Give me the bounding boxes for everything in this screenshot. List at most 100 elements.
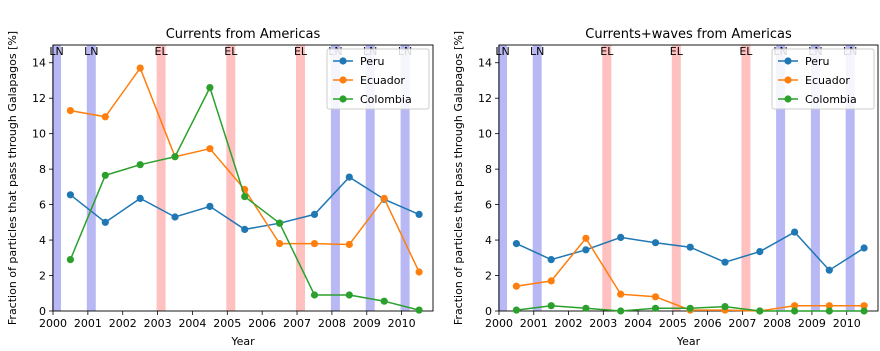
x-tick-label: 2003 <box>589 317 617 330</box>
y-tick-label: 2 <box>39 270 46 283</box>
data-point-colombia <box>415 306 423 314</box>
event-band-ln <box>400 45 410 311</box>
x-axis-label: Year <box>230 335 255 348</box>
event-band-ln <box>86 45 96 311</box>
data-point-peru <box>101 218 109 226</box>
legend-label-ecuador: Ecuador <box>805 74 850 87</box>
event-label-el: EL <box>739 45 753 58</box>
chart-panel-currents-waves: LNLNELELELLNLNLN200020012002200320042005… <box>452 27 879 348</box>
data-point-ecuador <box>547 277 555 285</box>
data-point-peru <box>547 256 555 264</box>
event-label-ln: LN <box>84 45 98 58</box>
data-point-peru <box>756 248 764 256</box>
legend-marker-ecuador <box>784 76 792 84</box>
x-axis-label: Year <box>676 335 701 348</box>
data-point-ecuador <box>206 145 214 153</box>
y-tick-label: 10 <box>32 128 46 141</box>
data-point-colombia <box>345 291 353 299</box>
event-label-el: EL <box>224 45 238 58</box>
y-tick-label: 8 <box>485 163 492 176</box>
event-band-ln <box>845 45 855 311</box>
data-point-colombia <box>791 307 799 315</box>
data-point-peru <box>136 194 144 202</box>
event-band-ln <box>52 45 61 311</box>
data-point-peru <box>241 225 249 233</box>
event-label-el: EL <box>155 45 169 58</box>
data-point-colombia <box>582 304 590 312</box>
data-point-peru <box>206 202 214 210</box>
data-point-colombia <box>276 219 284 227</box>
data-point-ecuador <box>582 234 590 242</box>
x-tick-label: 2007 <box>283 317 311 330</box>
x-tick-label: 2005 <box>213 317 241 330</box>
data-point-ecuador <box>791 302 799 310</box>
data-point-peru <box>617 233 625 241</box>
data-point-colombia <box>686 304 694 312</box>
x-tick-label: 2009 <box>353 317 381 330</box>
data-point-colombia <box>721 303 729 311</box>
data-point-ecuador <box>101 113 109 121</box>
y-tick-label: 12 <box>478 92 492 105</box>
data-point-colombia <box>171 153 179 161</box>
chart-panel-currents: LNLNELELELLNLNLN200020012002200320042005… <box>6 27 434 348</box>
y-tick-label: 6 <box>485 199 492 212</box>
event-band-ln <box>810 45 820 311</box>
x-tick-label: 2001 <box>74 317 102 330</box>
y-tick-label: 4 <box>39 234 46 247</box>
y-tick-label: 8 <box>39 163 46 176</box>
x-tick-label: 2010 <box>388 317 416 330</box>
legend-marker-colombia <box>339 95 347 103</box>
y-tick-label: 10 <box>478 128 492 141</box>
legend-label-peru: Peru <box>360 55 385 68</box>
legend-box <box>326 48 430 110</box>
data-point-peru <box>825 266 833 274</box>
data-point-ecuador <box>345 240 353 249</box>
y-tick-label: 14 <box>478 57 492 70</box>
x-tick-label: 2008 <box>763 317 791 330</box>
event-label-ln: LN <box>49 45 63 58</box>
x-tick-label: 2006 <box>248 317 276 330</box>
data-point-colombia <box>651 304 660 312</box>
x-tick-label: 2003 <box>144 317 172 330</box>
legend-marker-ecuador <box>339 76 347 84</box>
legend-label-colombia: Colombia <box>805 93 857 106</box>
data-point-ecuador <box>380 194 388 202</box>
data-point-ecuador <box>310 240 319 248</box>
y-tick-label: 12 <box>32 92 46 105</box>
plot-frame <box>52 44 434 312</box>
data-point-peru <box>171 213 179 221</box>
chart-title: Currents from Americas <box>166 27 321 42</box>
event-label-el: EL <box>670 45 684 58</box>
data-point-colombia <box>617 307 625 315</box>
data-point-colombia <box>380 297 388 305</box>
data-point-ecuador <box>66 107 74 115</box>
event-band-el <box>671 45 681 311</box>
x-tick-label: 2007 <box>728 317 756 330</box>
x-tick-label: 2008 <box>318 317 346 330</box>
legend-label-peru: Peru <box>805 55 830 68</box>
y-tick-label: 6 <box>39 199 46 212</box>
data-point-colombia <box>512 306 521 314</box>
x-tick-label: 2001 <box>520 317 548 330</box>
x-tick-label: 2000 <box>485 317 513 330</box>
legend-label-colombia: Colombia <box>360 93 412 106</box>
x-tick-label: 2010 <box>833 317 861 330</box>
x-tick-label: 2004 <box>178 317 206 330</box>
data-point-colombia <box>825 307 833 315</box>
event-band-ln <box>776 45 786 311</box>
data-point-colombia <box>206 84 214 92</box>
data-point-ecuador <box>825 302 833 310</box>
x-tick-label: 2009 <box>798 317 826 330</box>
x-tick-label: 2000 <box>39 317 67 330</box>
data-point-colombia <box>136 161 144 169</box>
data-point-peru <box>860 244 868 252</box>
x-tick-label: 2002 <box>109 317 137 330</box>
y-tick-label: 14 <box>32 57 46 70</box>
data-point-ecuador <box>651 293 660 301</box>
data-point-colombia <box>66 256 74 264</box>
y-tick-label: 4 <box>485 234 492 247</box>
data-point-peru <box>686 243 694 251</box>
data-point-peru <box>721 258 729 266</box>
data-point-peru <box>415 210 423 218</box>
y-axis-label: Fraction of particles that pass through … <box>452 31 465 325</box>
